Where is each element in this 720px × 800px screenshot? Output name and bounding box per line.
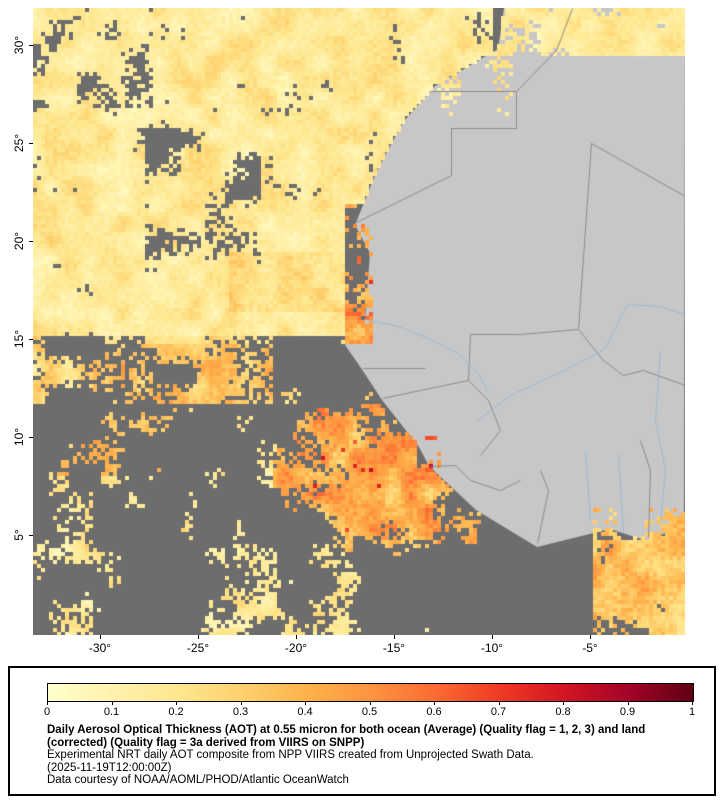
colorbar-tick (563, 701, 564, 705)
colorbar-tick-label: 0.7 (490, 706, 507, 718)
colorbar-tick (627, 701, 629, 705)
colorbar-tick-label: 0.4 (297, 706, 313, 718)
lon-axis-tick (296, 635, 297, 639)
lat-axis-tick (29, 45, 33, 46)
colorbar-tick (176, 701, 177, 705)
colorbar-tick-label: 0.9 (619, 706, 636, 718)
lat-axis-label: 30° (12, 35, 26, 55)
aot-map-canvas (33, 8, 685, 635)
colorbar-tick-label: 0.1 (103, 706, 120, 718)
lon-axis-label: -10° (480, 641, 504, 655)
caption-timestamp: (2025-11-19T12:00:00Z) (47, 761, 172, 774)
colorbar-tick (47, 701, 48, 705)
lat-axis-label: 15° (12, 329, 26, 349)
colorbar-tick-label: 0.5 (361, 706, 378, 718)
colorbar-tick-label: 0.6 (426, 706, 442, 718)
colorbar (47, 683, 694, 702)
lon-axis-tick (394, 635, 395, 639)
lat-axis-label: 20° (12, 231, 26, 251)
lon-axis-tick (100, 635, 101, 639)
lat-axis-label: 5° (12, 529, 26, 541)
lon-axis-tick (590, 635, 591, 639)
lon-axis-label: -15° (382, 641, 406, 655)
colorbar-tick (498, 701, 500, 705)
lat-axis-tick (29, 437, 33, 438)
lat-axis-label: 10° (12, 427, 26, 447)
colorbar-tick (369, 701, 371, 705)
colorbar-tick (111, 701, 113, 705)
lon-axis-tick (198, 635, 199, 639)
colorbar-tick (240, 701, 242, 705)
lat-axis-tick (29, 241, 33, 242)
caption-credit: Data courtesy of NOAA/AOML/PHOD/Atlantic… (47, 774, 349, 786)
caption-title: Daily Aerosol Optical Thickness (AOT) at… (47, 724, 646, 749)
caption-line-experimental: Experimental NRT daily AOT composite fro… (47, 749, 534, 761)
colorbar-tick-label: 0.8 (555, 706, 571, 718)
colorbar-tick (434, 701, 435, 705)
lat-axis-tick (29, 143, 33, 144)
lat-axis-tick (29, 339, 33, 340)
lon-axis-label: -25° (186, 641, 210, 655)
lat-axis-label: 25° (12, 133, 26, 153)
lon-axis-tick (492, 635, 493, 639)
lon-axis-label: -30° (88, 641, 112, 655)
map-area: 30° 25° 20° 15° 10° 5° -30° -25° -20° -15° -10° -5… (12, 8, 685, 655)
colorbar-tick-label: 0.2 (168, 706, 184, 718)
colorbar-tick (692, 701, 693, 705)
colorbar-tick-label: 0.3 (232, 706, 249, 718)
lon-axis-label: -5° (582, 641, 598, 655)
colorbar-tick-label: 0 (43, 706, 51, 718)
colorbar-tick-label: 1 (688, 706, 696, 718)
lon-axis-label: -20° (284, 641, 308, 655)
lat-axis-tick (29, 535, 33, 536)
colorbar-tick (305, 701, 306, 705)
caption: Daily Aerosol Optical Thickness (AOT) at… (47, 724, 695, 787)
legend-box: 0 0.1 0.2 0.3 0.4 0.5 0.6 0.7 0.8 0.9 1 Daily Aero… (8, 666, 716, 796)
